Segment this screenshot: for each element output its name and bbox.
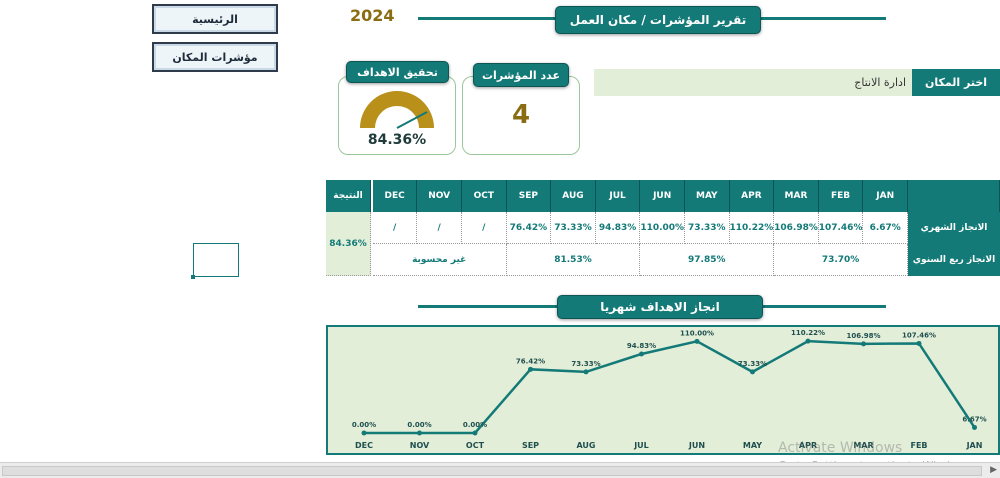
month-header: JUN [640, 180, 685, 212]
kpi-count-value: 4 [511, 100, 531, 130]
x-tick-label: JUL [633, 441, 649, 450]
data-point [417, 430, 422, 436]
data-point [639, 351, 644, 357]
monthly-value: 106.98% [774, 212, 819, 244]
target-achievement-value: 84.36% [367, 132, 427, 148]
data-label: 0.00% [463, 421, 487, 429]
target-achievement-label: تحقيق الاهداف [346, 61, 449, 83]
x-tick-label: OCT [466, 441, 485, 450]
data-point [472, 430, 478, 436]
month-header: NOV [417, 180, 462, 212]
series-line [364, 339, 976, 435]
month-header: MAY [685, 180, 730, 212]
chart-title: انجاز الاهداف شهريا [557, 295, 763, 319]
quarterly-value: 97.85% [640, 244, 775, 276]
result-value: 84.36% [326, 212, 371, 276]
data-label: 107.46% [902, 331, 936, 339]
horizontal-scrollbar[interactable]: ▶ [0, 462, 1000, 478]
data-point [361, 430, 367, 436]
target-gauge [360, 91, 434, 129]
quarterly-value: 73.70% [774, 244, 908, 276]
data-label: 110.00% [680, 329, 714, 337]
data-point [861, 341, 866, 347]
month-header: AUG [551, 180, 596, 212]
data-label: 110.22% [791, 329, 825, 337]
data-point [528, 366, 533, 372]
quarterly-value: غير محسوبة [372, 244, 507, 276]
data-point [805, 338, 811, 344]
data-label: 0.00% [352, 421, 376, 429]
data-label: 73.33% [738, 360, 767, 368]
target-achievement-card [338, 76, 456, 155]
data-label: 0.00% [407, 421, 431, 429]
x-tick-label: JUN [688, 441, 705, 450]
monthly-value: 107.46% [819, 212, 864, 244]
month-header: FEB [818, 180, 864, 212]
data-point [750, 369, 755, 375]
data-label: 73.33% [571, 360, 600, 368]
corner-header [908, 180, 1000, 212]
x-tick-label: NOV [410, 441, 430, 450]
data-label: 6.67% [962, 415, 986, 423]
scroll-right-icon[interactable]: ▶ [990, 465, 997, 475]
x-tick-label: SEP [522, 441, 539, 450]
kpi-count-card [462, 76, 580, 155]
month-header: DEC [372, 180, 418, 212]
result-header: النتيجة [326, 180, 371, 212]
monthly-value: / [372, 212, 418, 244]
month-header: SEP [506, 180, 552, 212]
home-button[interactable]: الرئيسية [152, 4, 278, 34]
x-tick-label: FEB [910, 441, 927, 450]
report-year: 2024 [350, 6, 395, 25]
month-header: JAN [863, 180, 908, 212]
monthly-value: / [417, 212, 462, 244]
data-point [972, 424, 977, 430]
monthly-value: 110.00% [640, 212, 685, 244]
monthly-value: 73.33% [685, 212, 730, 244]
monthly-value: / [462, 212, 507, 244]
month-header: JUL [595, 180, 641, 212]
monthly-value: 76.42% [506, 212, 552, 244]
monthly-value: 94.83% [595, 212, 641, 244]
x-tick-label: JAN [966, 441, 983, 450]
month-header: OCT [462, 180, 507, 212]
data-point [583, 369, 589, 375]
data-label: 76.42% [516, 357, 545, 365]
monthly-value: 110.22% [730, 212, 775, 244]
monthly-row-label: الانجاز الشهري [908, 212, 1000, 244]
monthly-value: 6.67% [863, 212, 908, 244]
scrollbar-thumb[interactable] [2, 466, 982, 476]
activate-windows-title: Activate Windows [778, 440, 903, 456]
data-point [694, 338, 700, 344]
x-tick-label: MAR [853, 441, 873, 450]
gauge-needle [396, 111, 428, 129]
data-point [916, 340, 922, 346]
monthly-line-chart: 0.00% DEC 0.00% NOV 0.00% OCT 76.42% SEP 73.33% A… [352, 329, 987, 450]
month-header: MAR [774, 180, 819, 212]
workplace-select-label: اختر المكان [912, 69, 1000, 96]
monthly-chart: 0.00% DEC 0.00% NOV 0.00% OCT 76.42% SEP 73.33% A… [326, 325, 1000, 455]
x-tick-label: MAY [743, 441, 762, 450]
x-tick-label: AUG [576, 441, 595, 450]
data-label: 106.98% [846, 332, 880, 340]
monthly-value: 73.33% [551, 212, 596, 244]
workplace-dropdown[interactable]: ادارة الانتاج [594, 69, 912, 96]
x-tick-label: DEC [355, 441, 373, 450]
kpi-count-label: عدد المؤشرات [473, 63, 569, 87]
x-tick-label: APR [799, 441, 817, 450]
quarterly-value: 81.53% [506, 244, 641, 276]
data-label: 94.83% [627, 342, 656, 350]
gauge-arc [360, 91, 434, 128]
workplace-kpis-button[interactable]: مؤشرات المكان [152, 42, 278, 72]
selected-cell[interactable] [191, 243, 239, 279]
month-header: APR [729, 180, 775, 212]
quarterly-row-label: الانجاز ربع السنوي [908, 244, 1000, 276]
page-title: تقرير المؤشرات / مكان العمل [555, 6, 761, 34]
